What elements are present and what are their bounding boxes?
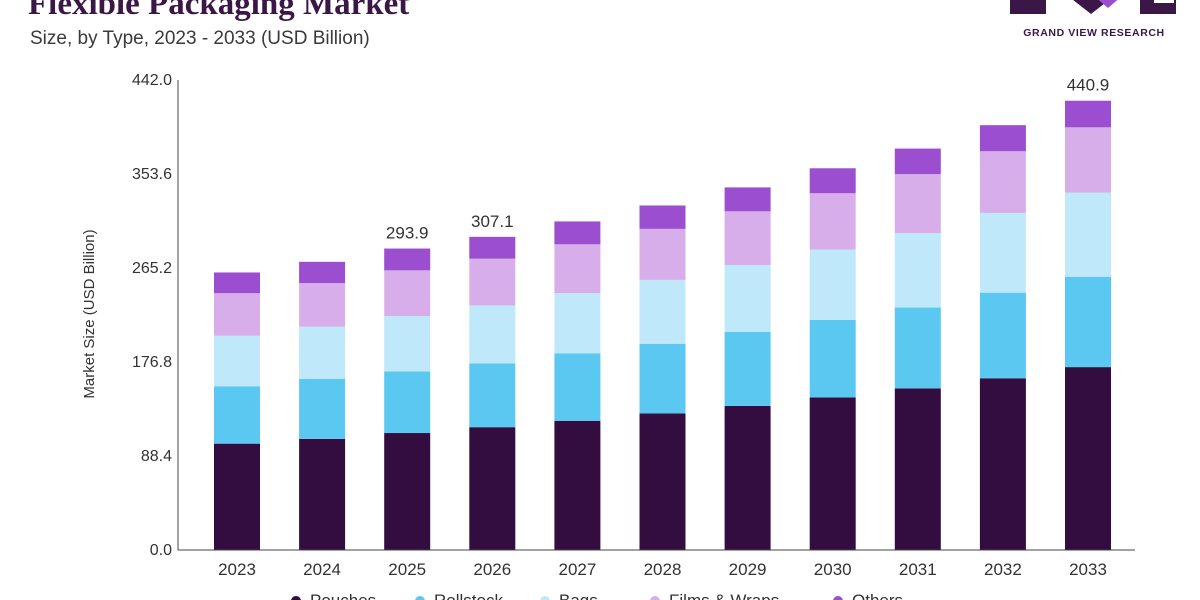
y-axis-label: Market Size (USD Billion) <box>81 229 98 398</box>
y-tick-label: 176.8 <box>132 354 172 371</box>
x-tick-label: 2024 <box>303 560 341 579</box>
bar-segment-rollstock-2033 <box>1065 276 1111 368</box>
bar-segment-pouches-2031 <box>894 388 941 550</box>
bar-segment-films-wraps-2028 <box>639 228 686 280</box>
bar-segment-rollstock-2029 <box>724 332 771 406</box>
y-tick-label: 88.4 <box>141 448 172 465</box>
bar-segment-others-2032 <box>979 125 1026 152</box>
legend-label: Bags <box>559 591 598 600</box>
bar-segment-pouches-2028 <box>639 413 686 550</box>
bar-segment-films-wraps-2029 <box>724 211 771 266</box>
bar-total-label: 440.9 <box>1067 76 1110 95</box>
bar-segment-rollstock-2030 <box>809 319 856 398</box>
bar-segment-rollstock-2026 <box>469 363 516 428</box>
legend-swatch <box>833 596 843 600</box>
y-tick-label: 265.2 <box>132 260 172 277</box>
bar-segment-others-2028 <box>639 205 686 229</box>
bar-segment-pouches-2023 <box>214 443 260 550</box>
chart-title: Flexible Packaging Market <box>28 0 410 22</box>
bar-segment-pouches-2027 <box>554 420 601 550</box>
x-tick-label: 2028 <box>644 560 682 579</box>
bar-segment-films-wraps-2031 <box>894 174 941 234</box>
bar-segment-rollstock-2023 <box>214 386 260 444</box>
bar-segment-rollstock-2025 <box>384 371 431 434</box>
bar-segment-pouches-2024 <box>299 438 346 550</box>
bar-segment-films-wraps-2033 <box>1065 127 1111 193</box>
chart-subtitle: Size, by Type, 2023 - 2033 (USD Billion) <box>30 28 370 49</box>
bar-segment-others-2023 <box>214 272 260 294</box>
bar-segment-bags-2031 <box>894 233 941 308</box>
legend-label: Pouches <box>310 591 376 600</box>
x-tick-label: 2033 <box>1069 560 1107 579</box>
x-tick-label: 2026 <box>473 560 511 579</box>
x-tick-label: 2030 <box>814 560 852 579</box>
legend-label: Rollstock <box>434 591 503 600</box>
bar-segment-rollstock-2031 <box>894 307 941 389</box>
x-tick-label: 2031 <box>899 560 937 579</box>
logo-text: GRAND VIEW RESEARCH <box>1023 27 1165 39</box>
bar-segment-pouches-2033 <box>1065 367 1111 550</box>
bar-segment-rollstock-2028 <box>639 343 686 414</box>
legend-swatch <box>650 596 660 600</box>
bar-segment-others-2031 <box>894 148 941 175</box>
bar-segment-others-2024 <box>299 261 346 284</box>
bar-segment-bags-2026 <box>469 305 516 364</box>
bar-segment-rollstock-2032 <box>979 292 1026 379</box>
bar-segment-films-wraps-2026 <box>469 258 516 306</box>
legend-swatch <box>415 596 425 600</box>
bar-segment-others-2026 <box>469 236 516 259</box>
grand-view-research-logo <box>1010 0 1176 14</box>
bar-segment-films-wraps-2023 <box>214 293 260 336</box>
bar-segment-bags-2029 <box>724 265 771 333</box>
bar-segment-bags-2023 <box>214 335 260 387</box>
bar-total-label: 307.1 <box>471 212 514 231</box>
bar-segment-bags-2030 <box>809 249 856 320</box>
legend-swatch <box>291 596 301 600</box>
bar-segment-others-2030 <box>809 168 856 194</box>
bar-segment-pouches-2025 <box>384 433 431 550</box>
bar-segment-others-2033 <box>1065 100 1111 128</box>
bar-total-label: 293.9 <box>386 224 429 243</box>
bar-segment-rollstock-2024 <box>299 378 346 439</box>
bar-segment-films-wraps-2027 <box>554 244 601 294</box>
y-tick-label: 0.0 <box>150 542 172 559</box>
x-tick-label: 2023 <box>218 560 256 579</box>
bar-segment-others-2029 <box>724 187 771 212</box>
bar-segment-bags-2027 <box>554 293 601 354</box>
bar-segment-pouches-2026 <box>469 427 516 550</box>
bar-segment-pouches-2030 <box>809 397 856 550</box>
bar-segment-others-2027 <box>554 221 601 245</box>
bar-segment-rollstock-2027 <box>554 353 601 421</box>
bar-segment-bags-2024 <box>299 326 346 379</box>
bar-segment-bags-2033 <box>1065 192 1111 277</box>
bar-segment-others-2025 <box>384 248 431 271</box>
bar-segment-films-wraps-2032 <box>979 151 1026 213</box>
bar-segment-films-wraps-2030 <box>809 193 856 250</box>
bar-segment-films-wraps-2024 <box>299 283 346 327</box>
bar-segment-pouches-2029 <box>724 405 771 550</box>
bar-segment-bags-2032 <box>979 212 1026 293</box>
bar-segment-bags-2028 <box>639 279 686 344</box>
x-tick-label: 2027 <box>558 560 596 579</box>
legend-label: Films & Wraps <box>669 591 779 600</box>
y-tick-label: 442.0 <box>132 72 172 89</box>
x-tick-label: 2029 <box>729 560 767 579</box>
bar-segment-bags-2025 <box>384 316 431 372</box>
legend-label: Others <box>852 591 903 600</box>
x-tick-label: 2025 <box>388 560 426 579</box>
x-tick-label: 2032 <box>984 560 1022 579</box>
bar-segment-films-wraps-2025 <box>384 270 431 317</box>
y-tick-label: 353.6 <box>132 166 172 183</box>
legend-swatch <box>540 596 550 600</box>
bar-segment-pouches-2032 <box>979 378 1026 550</box>
